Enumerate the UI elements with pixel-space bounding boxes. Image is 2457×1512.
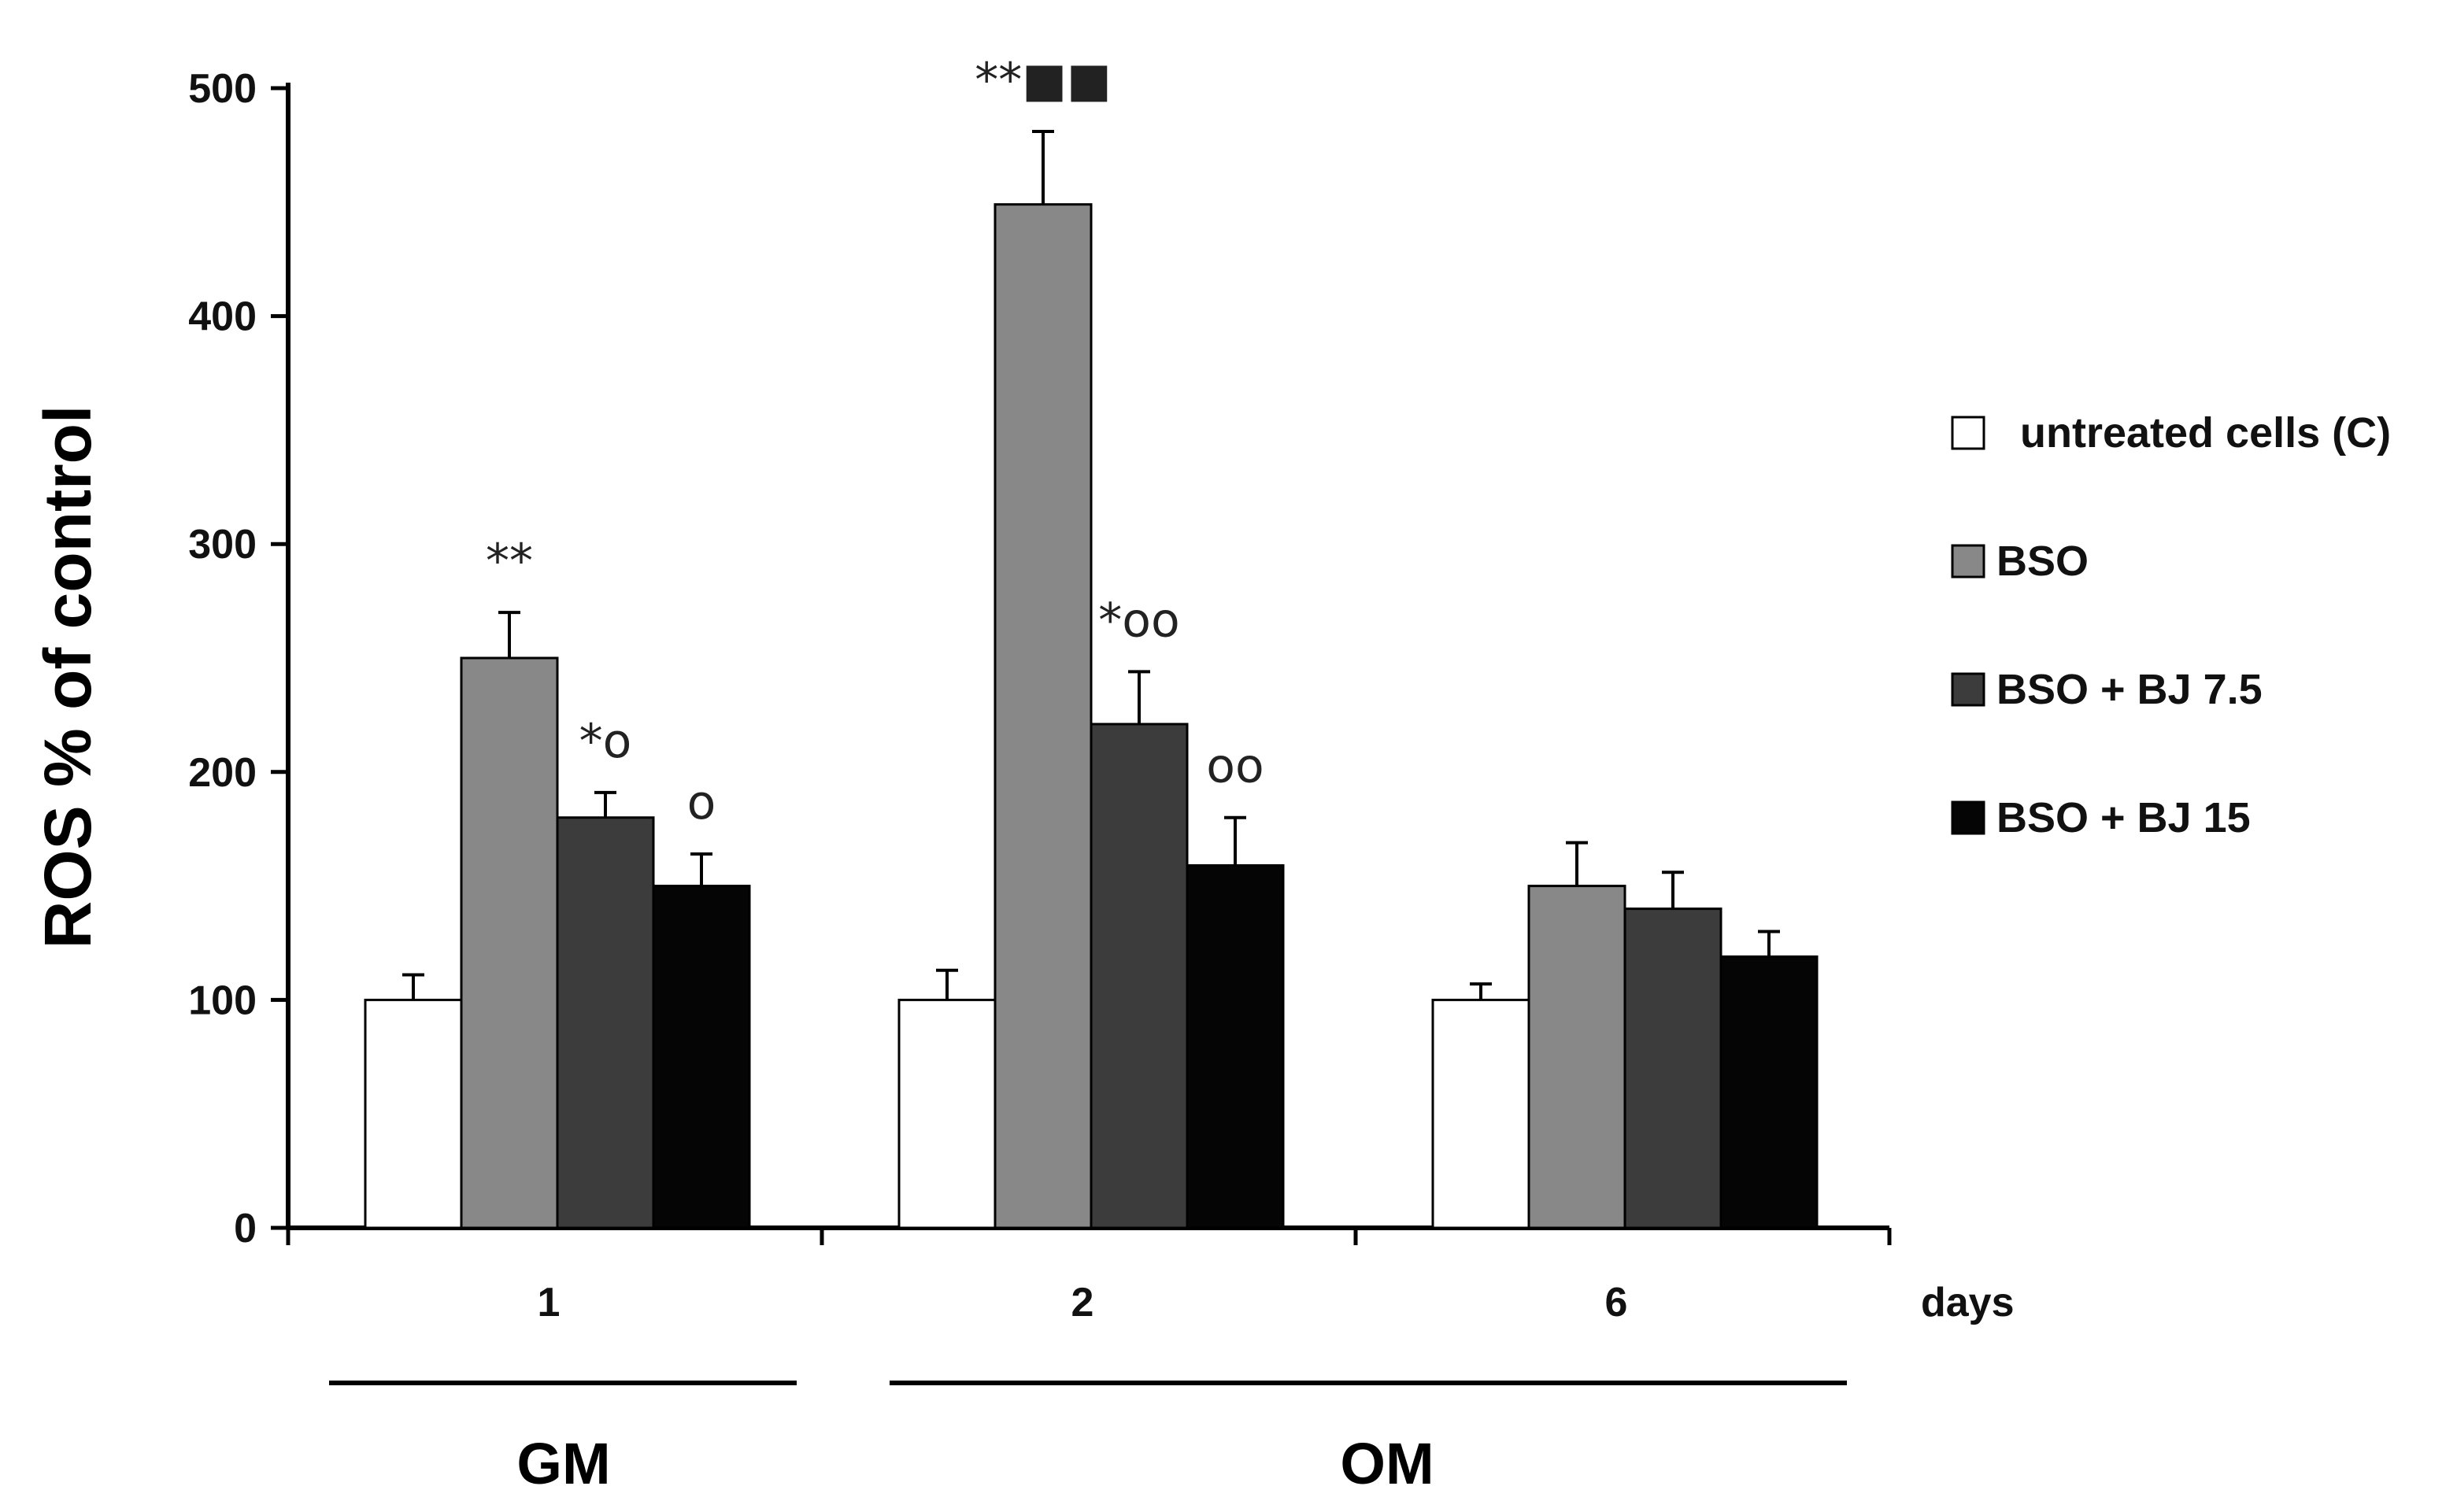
group-label: OM: [1340, 1431, 1434, 1496]
legend-swatch: [1951, 544, 1985, 579]
x-tick-label: 2: [1071, 1280, 1094, 1325]
group-label: GM: [516, 1431, 610, 1496]
bar: [460, 656, 559, 1229]
legend-label: BSO: [1996, 538, 2089, 585]
y-axis-title: ROS % of control: [31, 405, 105, 949]
significance-marker: o: [687, 775, 716, 830]
x-axis-title: days: [1921, 1280, 2015, 1325]
bar: [897, 998, 997, 1229]
bar: [1431, 998, 1530, 1229]
bar: [1186, 864, 1285, 1229]
bar: [1623, 908, 1722, 1229]
x-ticks: 1 2 6: [286, 1228, 1892, 1325]
y-tick-label: 200: [188, 750, 257, 796]
legend-swatch: [1951, 800, 1985, 835]
legend-swatch: [1951, 416, 1985, 450]
x-tick-label: 1: [538, 1280, 561, 1325]
legend-label: untreated cells (C): [2020, 409, 2391, 457]
y-tick-label: 100: [188, 978, 257, 1023]
legend-label: BSO + BJ 15: [1996, 794, 2251, 841]
y-tick-label: 400: [188, 294, 257, 340]
legend-label: BSO + BJ 7.5: [1996, 666, 2263, 713]
significance-marker: *o: [579, 714, 632, 769]
bar: [1527, 885, 1626, 1229]
y-ticks: 0 100 200 300 400 500: [188, 66, 288, 1251]
group-brackets: GM OM: [329, 1381, 1847, 1496]
significance-marker: **: [486, 534, 533, 589]
bar: [556, 816, 655, 1229]
bar: [1090, 723, 1189, 1229]
legend: untreated cells (C) BSO BSO + BJ 7.5 BSO + …: [1951, 409, 2391, 841]
bars: [364, 130, 1819, 1229]
bar: [1719, 955, 1819, 1229]
significance-marker: *oo: [1098, 593, 1179, 648]
y-tick-label: 0: [234, 1206, 257, 1251]
significance-marker: **■■: [975, 53, 1111, 108]
legend-swatch: [1951, 672, 1985, 707]
y-tick-label: 300: [188, 522, 257, 567]
bar: [994, 203, 1093, 1229]
bar: [652, 885, 751, 1229]
bar: [364, 998, 463, 1229]
y-tick-label: 500: [188, 66, 257, 112]
significance-marker: oo: [1206, 739, 1264, 794]
x-tick-label: 6: [1605, 1280, 1628, 1325]
